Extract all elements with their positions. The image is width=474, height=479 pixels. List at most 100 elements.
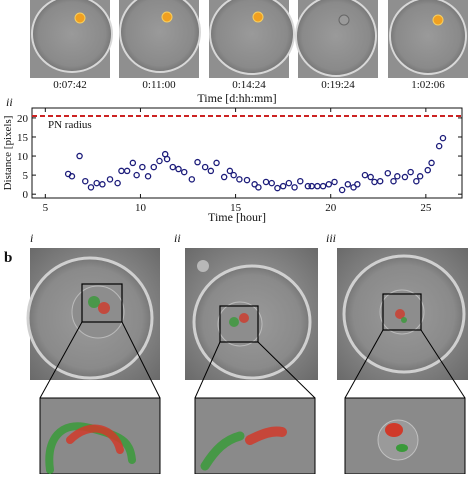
point <box>93 179 100 187</box>
point <box>416 173 424 180</box>
sublabel: ii <box>174 231 181 245</box>
point <box>331 178 338 186</box>
timestamp: 0:19:24 <box>321 79 355 91</box>
chart-label: ii <box>6 95 13 109</box>
x-tick-label: 20 <box>325 202 337 214</box>
point <box>133 171 140 179</box>
point <box>194 158 201 166</box>
sublabel: iii <box>326 231 336 245</box>
chart: 5 10 15 20 25 0 5 10 15 20 PN radius <box>17 108 462 214</box>
point <box>291 184 298 191</box>
micro-image <box>185 248 318 380</box>
point <box>435 142 443 150</box>
x-axis-label: Time [hour] <box>208 210 266 224</box>
point <box>180 168 188 176</box>
point <box>384 169 392 177</box>
panel-label: b <box>4 250 12 266</box>
micro-image <box>337 248 468 380</box>
point <box>106 176 114 183</box>
point <box>367 173 374 181</box>
point <box>139 163 146 171</box>
micro-image <box>209 0 295 78</box>
y-tick-label: 10 <box>17 151 29 163</box>
timestamp: 0:11:00 <box>142 79 176 91</box>
point <box>371 178 378 186</box>
point <box>150 163 158 171</box>
point <box>87 184 95 191</box>
point <box>268 179 275 187</box>
panel-a-images <box>30 0 468 78</box>
micro-image <box>26 248 160 380</box>
point <box>201 163 209 171</box>
micro-image <box>295 0 378 78</box>
point <box>338 186 346 194</box>
point <box>118 167 125 175</box>
point <box>262 178 270 186</box>
point <box>297 177 304 185</box>
x-tick-label: 5 <box>43 202 49 214</box>
y-tick-label: 15 <box>17 132 29 144</box>
point <box>188 176 196 183</box>
micro-image <box>119 0 201 78</box>
zoom-image <box>194 397 316 475</box>
panel-b-images <box>26 248 468 380</box>
time-axis-label: Time [d:hh:mm] <box>197 91 276 105</box>
point <box>236 176 243 183</box>
point <box>220 173 228 181</box>
point <box>376 177 384 185</box>
point <box>354 181 361 188</box>
point <box>163 155 171 163</box>
point <box>255 184 262 191</box>
point <box>361 171 369 179</box>
point <box>207 167 215 175</box>
point <box>68 173 76 180</box>
point <box>344 181 352 188</box>
micro-image <box>388 0 468 78</box>
x-tick-label: 10 <box>135 202 147 214</box>
zoom-image <box>39 397 161 475</box>
point <box>226 167 234 175</box>
timestamp: 0:07:42 <box>53 79 87 91</box>
timestamp: 0:14:24 <box>232 79 266 91</box>
point <box>413 177 420 185</box>
reference-label: PN radius <box>48 119 92 131</box>
point <box>428 159 435 167</box>
x-tick-label: 25 <box>420 202 432 214</box>
zoom-image <box>344 397 466 475</box>
point <box>394 173 401 180</box>
y-tick-label: 0 <box>23 189 29 201</box>
x-tick-label: 15 <box>230 202 242 214</box>
point <box>144 173 152 180</box>
point <box>325 181 333 188</box>
point <box>279 182 287 190</box>
plot-frame <box>31 107 463 199</box>
point <box>243 176 251 184</box>
sublabel: i <box>30 231 33 245</box>
point <box>123 167 131 175</box>
point <box>401 173 409 181</box>
point <box>213 159 220 167</box>
point <box>390 177 397 185</box>
point <box>99 181 106 188</box>
point <box>175 165 182 173</box>
point <box>230 171 237 179</box>
point <box>304 182 312 190</box>
point <box>274 184 281 192</box>
y-tick-label: 5 <box>23 170 29 182</box>
point <box>424 166 432 174</box>
point <box>251 181 258 188</box>
point <box>169 163 177 171</box>
point <box>319 182 327 190</box>
timestamp: 1:02:06 <box>411 79 445 91</box>
point <box>76 152 83 160</box>
point <box>439 134 447 142</box>
point <box>314 182 321 190</box>
zoom-insets <box>39 397 466 475</box>
point <box>82 177 89 185</box>
point <box>350 184 357 191</box>
y-tick-label: 20 <box>17 113 29 125</box>
point <box>114 179 121 187</box>
point <box>129 159 137 167</box>
